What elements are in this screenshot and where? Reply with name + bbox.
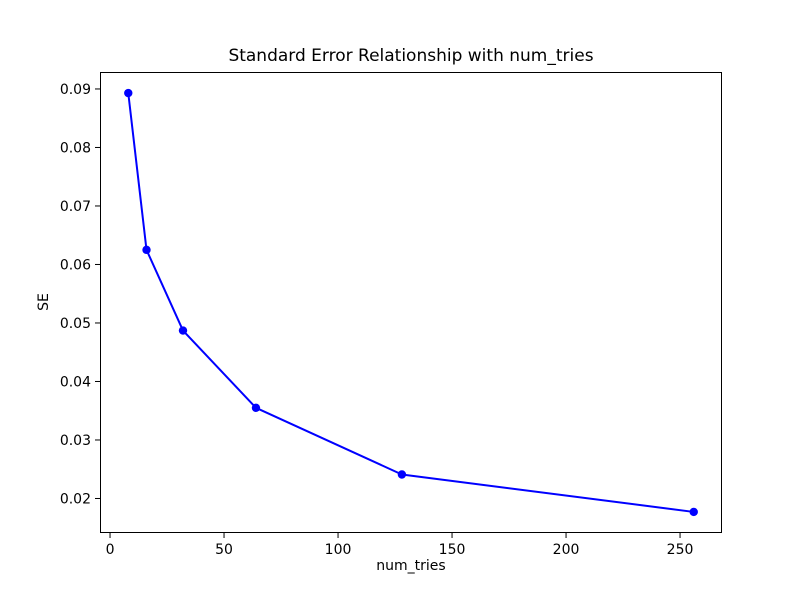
data-point-marker — [124, 88, 133, 98]
y-tick-label: 0.06 — [60, 257, 91, 273]
axes-frame — [100, 72, 722, 533]
x-tick-label: 200 — [553, 542, 580, 558]
data-point-marker — [689, 507, 698, 517]
x-tick-label: 250 — [667, 542, 694, 558]
x-tick-label: 150 — [439, 542, 466, 558]
y-tick-label: 0.04 — [60, 374, 91, 390]
y-tick-label: 0.03 — [60, 433, 91, 449]
x-tick-label: 100 — [325, 542, 352, 558]
data-point-marker — [251, 403, 261, 413]
x-tick-label: 50 — [215, 542, 233, 558]
data-point-marker — [178, 326, 188, 335]
y-tick-label: 0.05 — [60, 316, 91, 332]
x-tick-label: 0 — [106, 542, 115, 558]
y-tick-label: 0.08 — [60, 140, 91, 156]
y-tick-label: 0.07 — [60, 199, 91, 215]
data-point-marker — [142, 245, 151, 255]
y-tick-label: 0.02 — [60, 491, 91, 507]
chart-title: Standard Error Relationship with num_tri… — [228, 46, 594, 66]
se-line — [127, 92, 695, 513]
x-axis-label: num_tries — [376, 558, 446, 574]
y-tick-label: 0.09 — [60, 82, 91, 98]
data-point-marker — [397, 470, 407, 479]
